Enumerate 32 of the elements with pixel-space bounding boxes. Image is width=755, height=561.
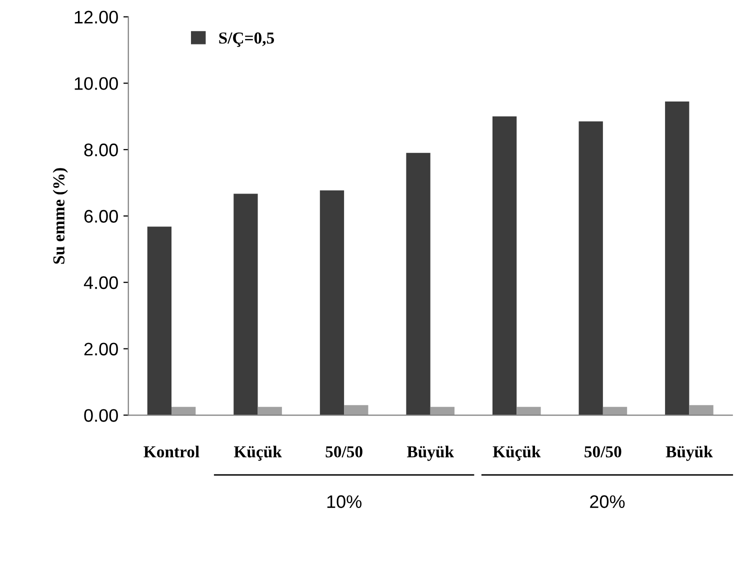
bar — [578, 121, 603, 416]
y-tick-label: 10.00 — [74, 77, 118, 90]
bar — [492, 116, 517, 416]
y-axis-title: Su emme (%) — [52, 168, 68, 264]
y-tick-label: 6.00 — [84, 210, 118, 223]
bar — [344, 405, 368, 416]
bar — [665, 101, 690, 416]
y-tick-label: 4.00 — [84, 276, 118, 290]
x-tick-label: Büyük — [407, 446, 454, 461]
bar — [234, 194, 258, 416]
bar — [258, 406, 282, 416]
text: 10% — [327, 495, 362, 508]
x-tick-label: Kontrol — [144, 446, 200, 458]
bar — [320, 190, 344, 416]
bar — [171, 406, 196, 416]
x-tick-label: Büyük — [666, 446, 713, 461]
x-tick-label: 50/50 — [584, 446, 622, 458]
x-tick-label: Küçük — [492, 446, 541, 461]
x-tick-label: Küçük — [234, 446, 282, 461]
bar — [516, 406, 541, 416]
y-tick-label: 12.00 — [74, 10, 118, 24]
y-tick-label: 0.00 — [84, 409, 118, 422]
bar — [406, 152, 430, 416]
text: 20% — [590, 495, 625, 508]
bar — [430, 406, 455, 416]
y-tick-label: 2.00 — [84, 342, 118, 356]
legend-label: S/Ç=0,5 — [219, 32, 274, 47]
bar — [147, 226, 172, 416]
bar — [602, 406, 628, 416]
y-tick-label: 8.00 — [84, 144, 118, 156]
bar — [689, 405, 714, 416]
x-tick-label: 50/50 — [326, 446, 362, 458]
